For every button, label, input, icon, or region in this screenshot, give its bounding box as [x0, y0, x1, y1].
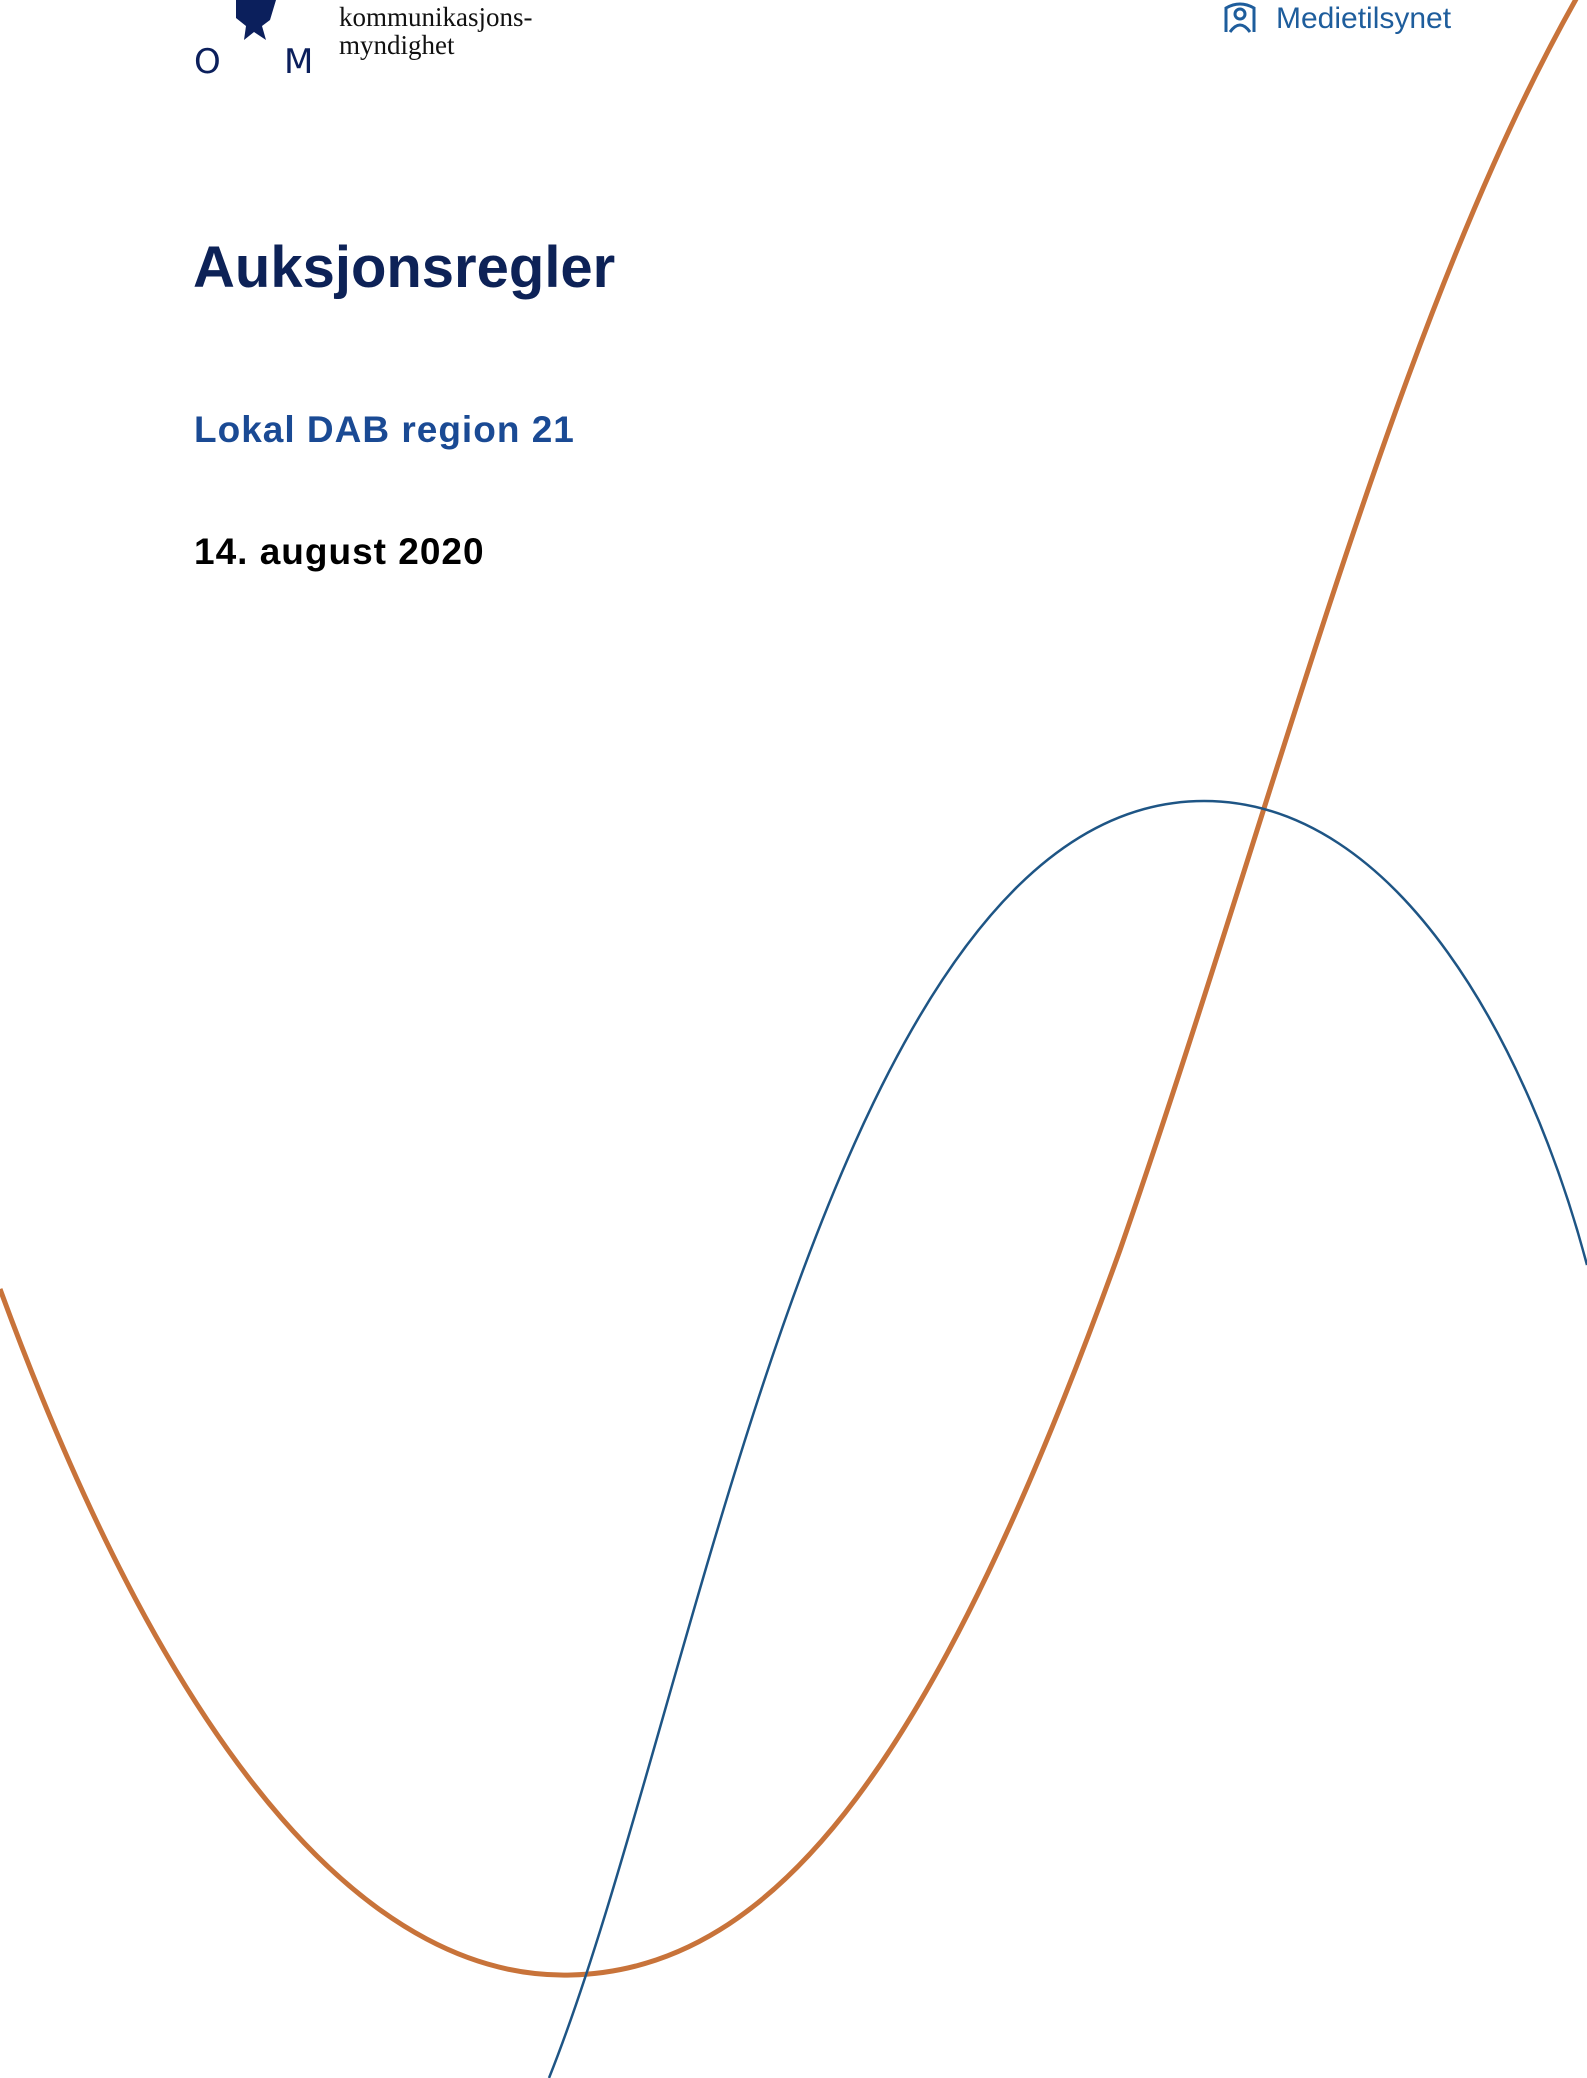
page: {"header": {"left_logo": {"letters": ["O…: [0, 0, 1587, 2078]
emblem: [236, 0, 276, 40]
logo-letter: M: [284, 42, 313, 82]
medietilsynet-icon: [1226, 4, 1254, 32]
document-date: 14. august 2020: [194, 531, 485, 573]
org-name-line: kommunikasjons-: [339, 4, 533, 31]
blue-curve: [549, 801, 1587, 2078]
decoration: [0, 0, 1587, 2078]
document-title: Auksjonsregler: [193, 234, 615, 301]
org-name-line: myndighet: [339, 32, 455, 59]
logo-letter: O: [194, 42, 221, 82]
partner-logo-text: Medietilsynet: [1276, 2, 1451, 36]
document-subtitle: Lokal DAB region 21: [194, 409, 575, 451]
